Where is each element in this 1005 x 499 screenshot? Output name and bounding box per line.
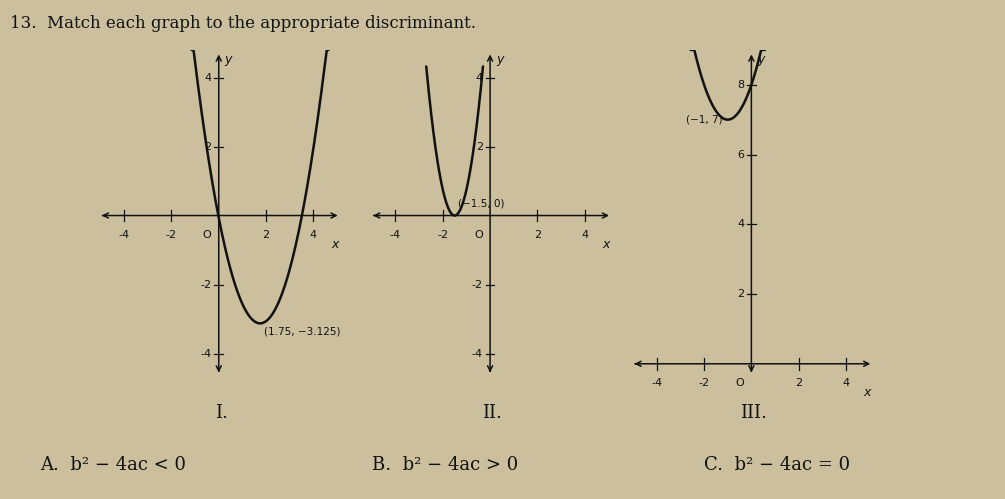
Text: 4: 4	[581, 230, 588, 240]
Text: -2: -2	[437, 230, 448, 240]
Text: x: x	[331, 238, 339, 251]
Text: -4: -4	[471, 348, 482, 359]
Text: 4: 4	[310, 230, 317, 240]
Text: 2: 2	[475, 142, 482, 152]
Text: 2: 2	[534, 230, 541, 240]
Text: A.  b² − 4ac < 0: A. b² − 4ac < 0	[40, 456, 186, 474]
Text: (−1, 7): (−1, 7)	[686, 115, 723, 125]
Text: y: y	[225, 53, 232, 66]
Text: -2: -2	[166, 230, 177, 240]
Text: -2: -2	[471, 279, 482, 289]
Text: -4: -4	[119, 230, 130, 240]
Text: (−1.5, 0): (−1.5, 0)	[458, 199, 505, 209]
Text: -2: -2	[698, 378, 710, 388]
Text: B.  b² − 4ac > 0: B. b² − 4ac > 0	[372, 456, 519, 474]
Text: O: O	[203, 230, 211, 240]
Text: 2: 2	[795, 378, 802, 388]
Text: x: x	[863, 387, 871, 400]
Text: -4: -4	[200, 348, 211, 359]
Text: 2: 2	[204, 142, 211, 152]
Text: O: O	[474, 230, 482, 240]
Text: O: O	[736, 378, 744, 388]
Text: 6: 6	[737, 150, 744, 160]
Text: y: y	[496, 53, 504, 66]
Text: 2: 2	[737, 289, 744, 299]
Text: II.: II.	[482, 404, 502, 422]
Text: 8: 8	[737, 80, 744, 90]
Text: 4: 4	[842, 378, 849, 388]
Text: C.  b² − 4ac = 0: C. b² − 4ac = 0	[704, 456, 849, 474]
Text: -4: -4	[651, 378, 662, 388]
Text: 4: 4	[204, 72, 211, 82]
Text: y: y	[758, 53, 765, 66]
Text: x: x	[602, 238, 610, 251]
Text: -2: -2	[200, 279, 211, 289]
Text: -4: -4	[390, 230, 401, 240]
Text: III.: III.	[741, 404, 767, 422]
Text: 4: 4	[737, 219, 744, 229]
Text: 2: 2	[262, 230, 269, 240]
Text: (1.75, −3.125): (1.75, −3.125)	[263, 327, 340, 337]
Text: I.: I.	[215, 404, 227, 422]
Text: 4: 4	[475, 72, 482, 82]
Text: 13.  Match each graph to the appropriate discriminant.: 13. Match each graph to the appropriate …	[10, 15, 476, 32]
